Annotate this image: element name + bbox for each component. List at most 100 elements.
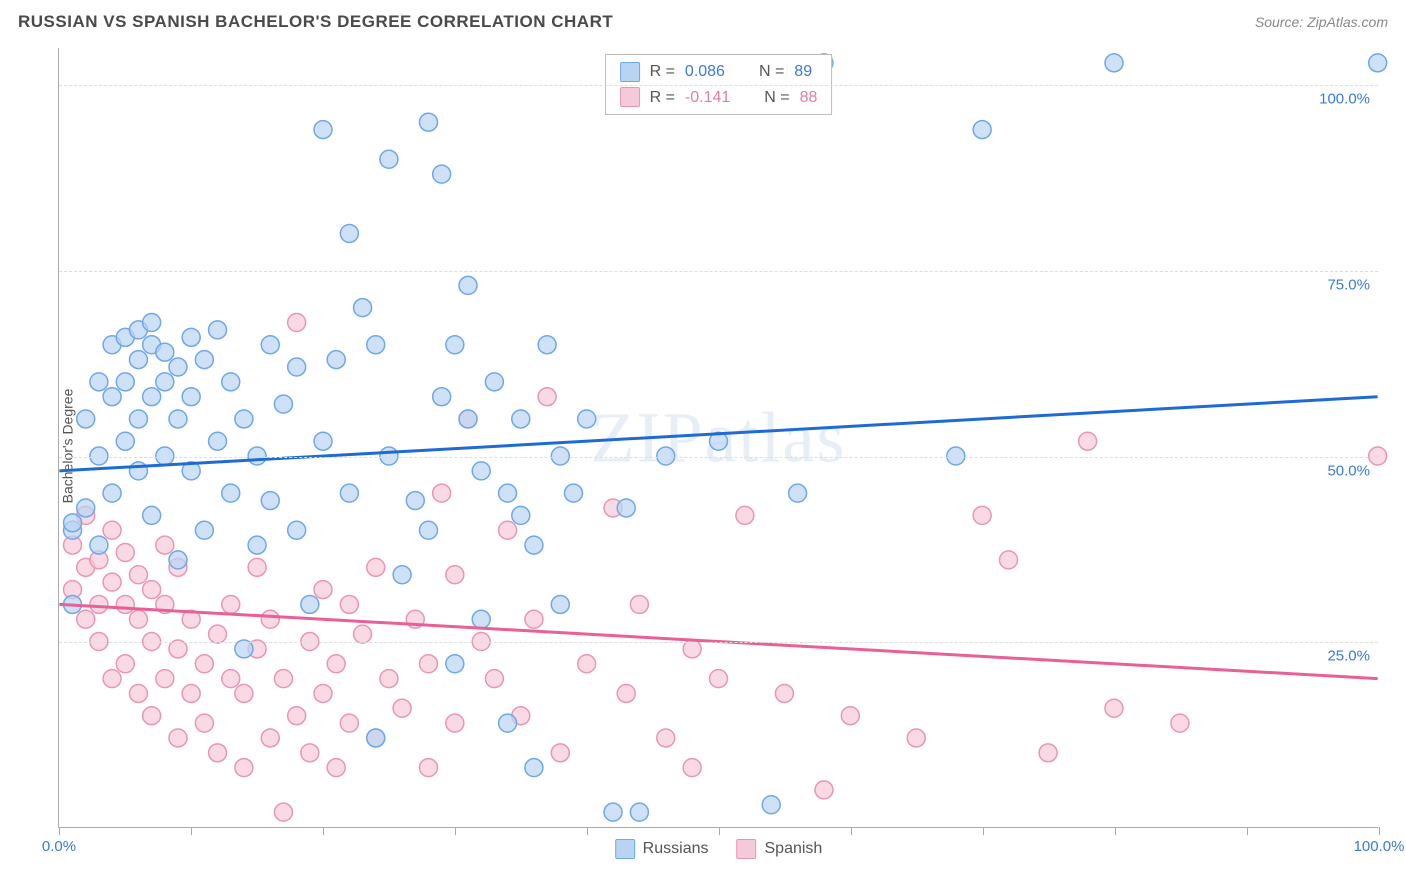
scatter-point xyxy=(103,521,121,539)
x-tick xyxy=(59,827,60,835)
scatter-point xyxy=(301,595,319,613)
scatter-point xyxy=(1171,714,1189,732)
scatter-point xyxy=(116,544,134,562)
scatter-point xyxy=(129,566,147,584)
scatter-point xyxy=(710,670,728,688)
scatter-point xyxy=(433,388,451,406)
scatter-point xyxy=(512,410,530,428)
scatter-point xyxy=(762,796,780,814)
scatter-point xyxy=(1000,551,1018,569)
scatter-point xyxy=(103,388,121,406)
swatch-pink-bottom-icon xyxy=(736,839,756,859)
scatter-point xyxy=(182,388,200,406)
scatter-point xyxy=(973,506,991,524)
x-tick xyxy=(191,827,192,835)
swatch-blue-bottom-icon xyxy=(615,839,635,859)
scatter-point xyxy=(288,707,306,725)
scatter-point xyxy=(525,536,543,554)
n-label-pink: N = xyxy=(764,85,789,111)
x-tick xyxy=(323,827,324,835)
scatter-point xyxy=(327,351,345,369)
scatter-point xyxy=(446,655,464,673)
scatter-point xyxy=(314,432,332,450)
scatter-point xyxy=(499,714,517,732)
scatter-point xyxy=(261,336,279,354)
scatter-point xyxy=(90,536,108,554)
scatter-point xyxy=(1369,54,1387,72)
scatter-point xyxy=(683,759,701,777)
scatter-point xyxy=(815,781,833,799)
x-tick xyxy=(1115,827,1116,835)
scatter-point xyxy=(156,373,174,391)
scatter-point xyxy=(340,224,358,242)
scatter-point xyxy=(116,655,134,673)
scatter-point xyxy=(525,610,543,628)
scatter-point xyxy=(235,684,253,702)
scatter-point xyxy=(485,373,503,391)
scatter-point xyxy=(314,121,332,139)
scatter-point xyxy=(446,714,464,732)
legend-item-spanish: Spanish xyxy=(736,839,822,859)
scatter-point xyxy=(129,410,147,428)
scatter-point xyxy=(419,655,437,673)
r-label-blue: R = xyxy=(650,59,675,85)
scatter-point xyxy=(340,595,358,613)
scatter-point xyxy=(182,684,200,702)
scatter-point xyxy=(90,595,108,613)
scatter-point xyxy=(222,670,240,688)
scatter-point xyxy=(182,328,200,346)
scatter-point xyxy=(446,566,464,584)
scatter-point xyxy=(156,670,174,688)
scatter-point xyxy=(77,610,95,628)
legend-label-spanish: Spanish xyxy=(764,840,822,858)
scatter-point xyxy=(472,462,490,480)
scatter-point xyxy=(617,499,635,517)
scatter-point xyxy=(340,484,358,502)
scatter-point xyxy=(209,744,227,762)
scatter-point xyxy=(235,759,253,777)
scatter-point xyxy=(261,492,279,510)
scatter-point xyxy=(248,558,266,576)
scatter-point xyxy=(578,655,596,673)
scatter-point xyxy=(143,506,161,524)
scatter-point xyxy=(222,484,240,502)
x-tick xyxy=(1379,827,1380,835)
scatter-point xyxy=(1079,432,1097,450)
scatter-point xyxy=(459,276,477,294)
scatter-point xyxy=(195,714,213,732)
scatter-point xyxy=(604,803,622,821)
scatter-point xyxy=(143,707,161,725)
scatter-point xyxy=(288,521,306,539)
scatter-point xyxy=(116,432,134,450)
gridline-h xyxy=(59,271,1378,272)
source-label: Source: ZipAtlas.com xyxy=(1255,14,1388,30)
scatter-point xyxy=(499,521,517,539)
scatter-point xyxy=(907,729,925,747)
scatter-point xyxy=(380,150,398,168)
r-value-blue: 0.086 xyxy=(685,59,725,85)
scatter-point xyxy=(129,684,147,702)
scatter-point xyxy=(551,744,569,762)
scatter-point xyxy=(261,610,279,628)
scatter-point xyxy=(367,558,385,576)
scatter-point xyxy=(578,410,596,428)
scatter-point xyxy=(209,321,227,339)
x-tick xyxy=(1247,827,1248,835)
legend-row-blue: R = 0.086 N = 89 xyxy=(620,59,818,85)
scatter-point xyxy=(209,625,227,643)
scatter-point xyxy=(195,351,213,369)
scatter-point xyxy=(143,388,161,406)
scatter-point xyxy=(274,670,292,688)
n-label-blue: N = xyxy=(759,59,784,85)
scatter-point xyxy=(419,759,437,777)
scatter-point xyxy=(169,729,187,747)
scatter-point xyxy=(551,595,569,613)
scatter-point xyxy=(301,744,319,762)
scatter-point xyxy=(512,506,530,524)
x-tick xyxy=(719,827,720,835)
scatter-point xyxy=(209,432,227,450)
legend-row-pink: R = -0.141 N = 88 xyxy=(620,85,818,111)
scatter-point xyxy=(103,573,121,591)
scatter-point xyxy=(485,670,503,688)
scatter-point xyxy=(90,373,108,391)
